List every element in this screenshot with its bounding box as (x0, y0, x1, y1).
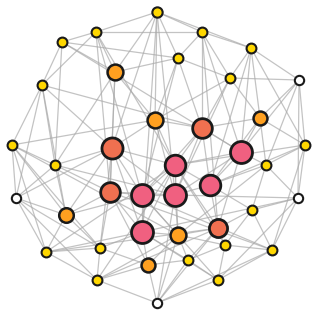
Point (175, 232, 180, 238)
Point (248, 45, 253, 51)
Point (296, 78, 301, 83)
Point (222, 242, 228, 247)
Point (112, 69, 118, 74)
Point (139, 230, 144, 235)
Point (52, 162, 58, 168)
Point (302, 142, 307, 148)
Point (228, 75, 233, 80)
Point (208, 183, 213, 188)
Point (173, 192, 178, 197)
Point (94, 278, 100, 283)
Point (9, 142, 15, 148)
Point (94, 30, 99, 35)
Point (64, 212, 69, 218)
Point (107, 190, 112, 195)
Point (175, 55, 180, 60)
Point (59, 39, 64, 45)
Point (14, 196, 19, 201)
Point (216, 225, 221, 231)
Point (258, 115, 263, 121)
Point (216, 278, 221, 283)
Point (40, 82, 45, 87)
Point (264, 162, 269, 168)
Point (199, 30, 204, 35)
Point (97, 245, 102, 251)
Point (139, 192, 144, 197)
Point (155, 10, 160, 15)
Point (145, 262, 150, 267)
Point (155, 301, 160, 306)
Point (295, 196, 301, 201)
Point (239, 149, 244, 155)
Point (44, 249, 49, 254)
Point (185, 258, 191, 263)
Point (249, 207, 254, 212)
Point (173, 162, 178, 168)
Point (109, 145, 114, 150)
Point (153, 117, 158, 122)
Point (199, 126, 204, 131)
Point (270, 247, 275, 252)
